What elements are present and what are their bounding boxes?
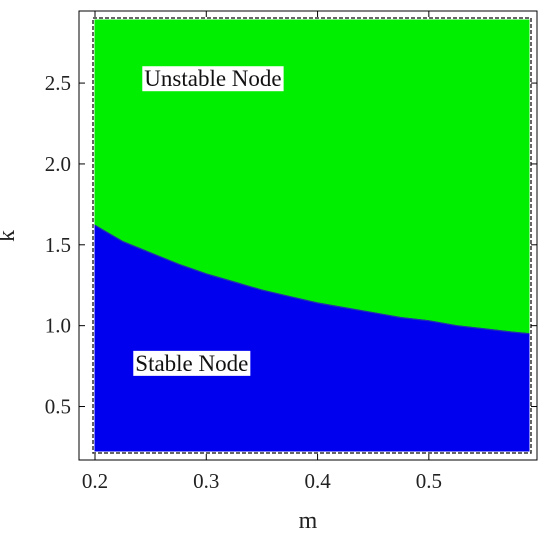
plot-border [92, 17, 532, 454]
x-axis-ticks: 0.2 0.3 0.4 0.5 [82, 11, 442, 493]
y-axis-ticks: 0.5 1.0 1.5 2.0 2.5 [45, 71, 537, 419]
y-axis-label: k [0, 230, 20, 242]
region-label-text: Unstable Node [144, 66, 281, 91]
region-label-text: Stable Node [135, 351, 248, 376]
stability-boundary-curve [94, 224, 530, 335]
label-background [133, 350, 251, 376]
y-tick-label: 2.5 [45, 71, 71, 95]
x-axis-label: m [299, 508, 318, 534]
label-background [142, 66, 284, 92]
x-tick-label: 0.4 [304, 469, 331, 493]
y-tick-label: 1.5 [45, 233, 71, 257]
y-tick-label: 0.5 [45, 395, 71, 419]
plot-regions [94, 19, 530, 452]
x-tick-label: 0.2 [82, 469, 108, 493]
stable-node-label: Stable Node [133, 350, 251, 376]
y-tick-label: 1.0 [45, 314, 71, 338]
plot-frame [78, 10, 538, 461]
region-labels: Unstable Node Stable Node [133, 66, 284, 376]
y-tick-label: 2.0 [45, 152, 71, 176]
x-tick-label: 0.5 [416, 469, 442, 493]
x-tick-label: 0.3 [193, 469, 219, 493]
unstable-node-label: Unstable Node [142, 66, 284, 92]
